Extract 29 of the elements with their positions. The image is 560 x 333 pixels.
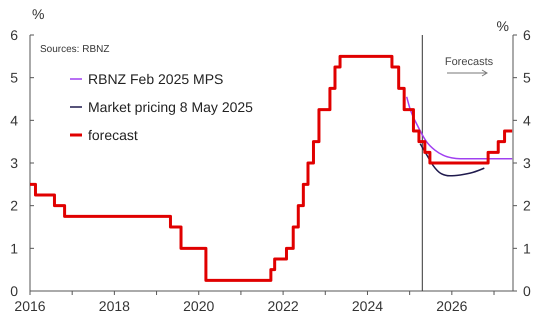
x-tick-label: 2016 <box>14 298 46 314</box>
y2-tick-label: 1 <box>523 240 531 256</box>
y2-tick-label: 0 <box>523 283 531 299</box>
x-tick-label: 2026 <box>436 298 468 314</box>
x-tick-label: 2018 <box>98 298 130 314</box>
y-tick-label: 3 <box>10 155 18 171</box>
y2-tick-label: 2 <box>523 198 531 214</box>
legend-label: Market pricing 8 May 2025 <box>88 99 254 115</box>
x-tick-label: 2024 <box>352 298 384 314</box>
y2-tick-label: 3 <box>523 155 531 171</box>
y2-tick-label: 6 <box>523 27 531 43</box>
y-tick-label: 0 <box>10 283 18 299</box>
y-axis-title: % <box>32 6 44 22</box>
x-tick-label: 2022 <box>268 298 299 314</box>
y2-axis-title: % <box>496 18 509 34</box>
legend-label: forecast <box>88 127 138 143</box>
y-tick-label: 4 <box>10 112 18 128</box>
y-tick-label: 2 <box>10 198 18 214</box>
legend-label: RBNZ Feb 2025 MPS <box>88 71 224 87</box>
x-tick-label: 2020 <box>183 298 215 314</box>
y-tick-label: 6 <box>10 27 18 43</box>
line-series <box>406 96 513 160</box>
y-tick-label: 1 <box>10 240 18 256</box>
annotation: Forecasts <box>444 56 494 68</box>
line-series <box>419 143 486 177</box>
y-tick-label: 5 <box>10 70 18 86</box>
y2-tick-label: 4 <box>523 112 531 128</box>
y2-tick-label: 5 <box>523 70 531 86</box>
annotation: Sources: RBNZ <box>40 44 110 55</box>
